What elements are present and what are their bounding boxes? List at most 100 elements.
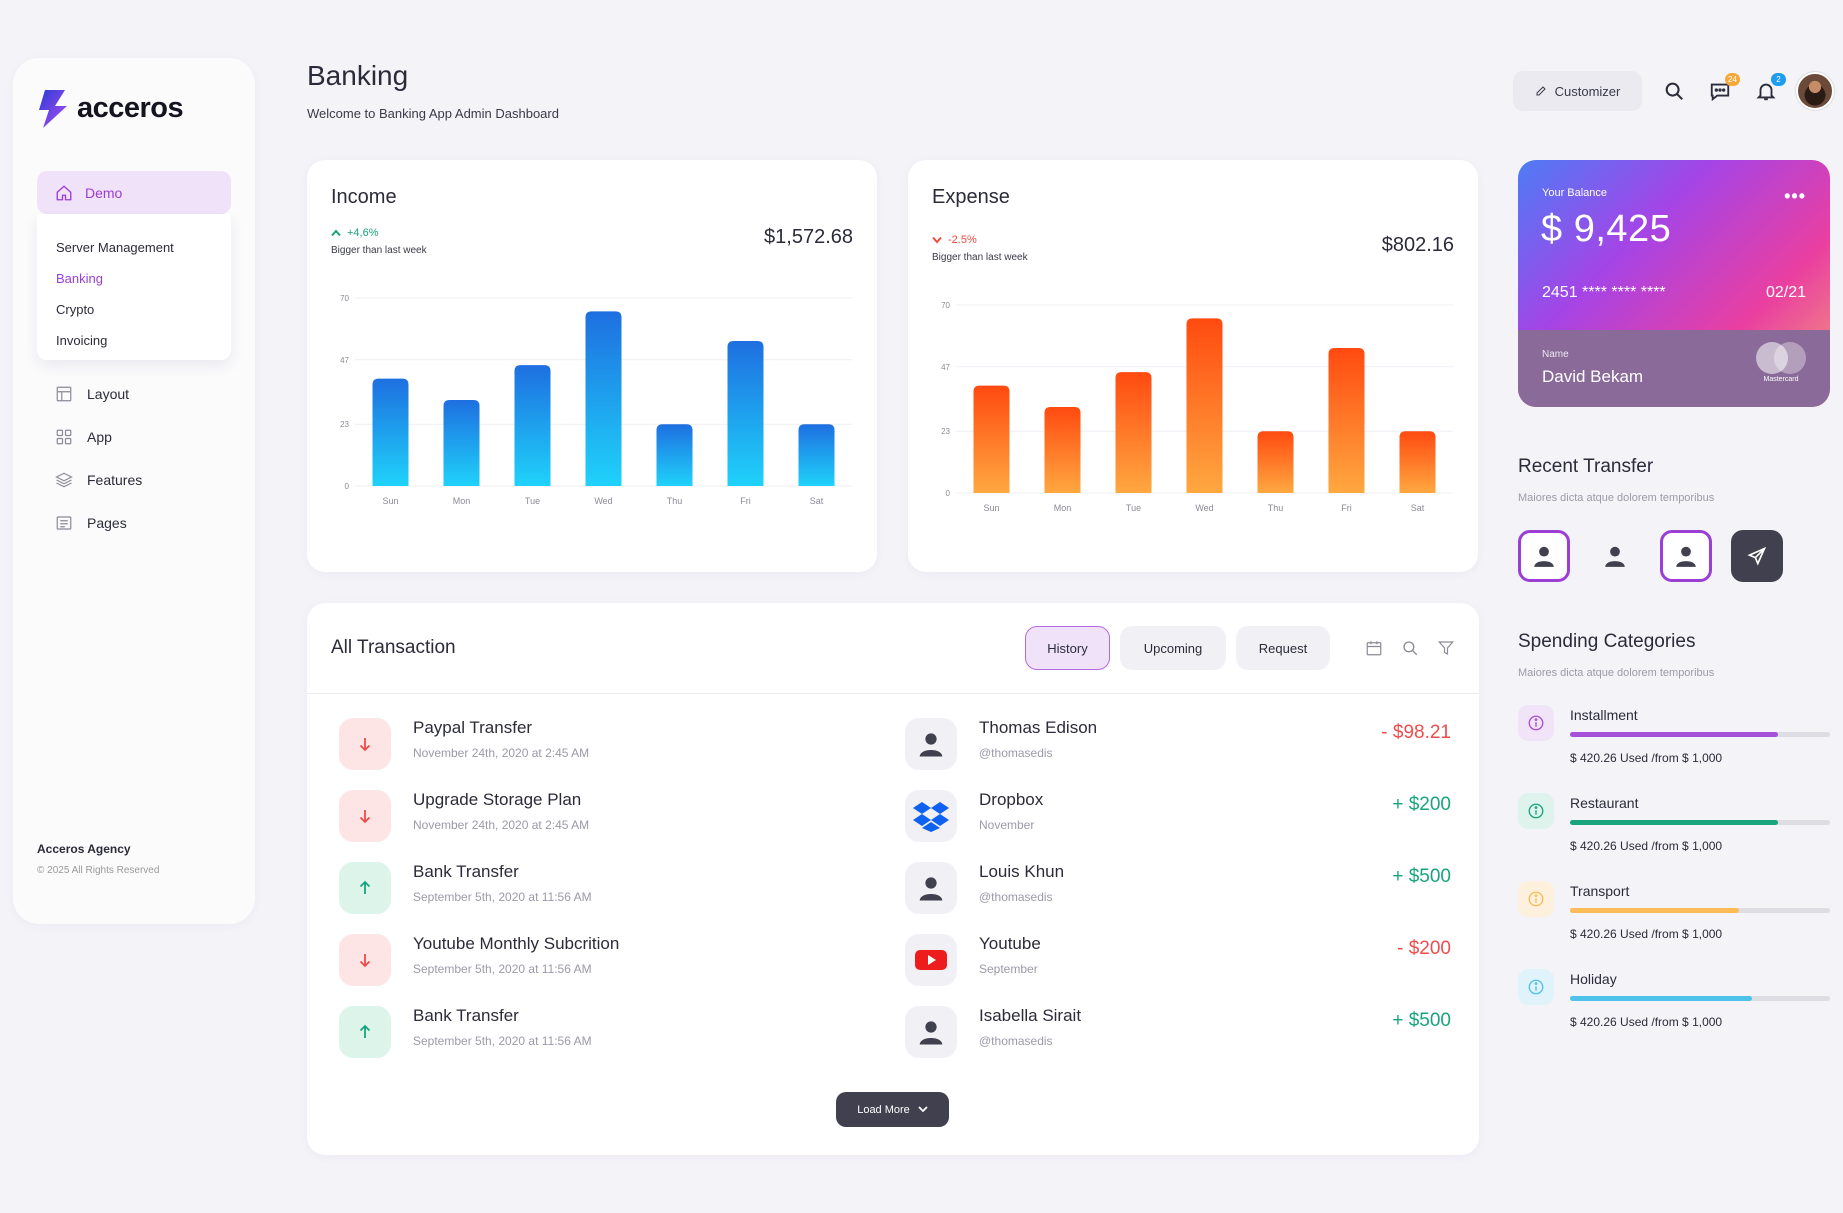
info-icon bbox=[1518, 705, 1554, 741]
income-bar-thu[interactable] bbox=[656, 424, 693, 486]
user-icon bbox=[1605, 546, 1625, 567]
income-bar-sun[interactable] bbox=[372, 378, 409, 486]
transaction-name: Louis Khun bbox=[979, 862, 1065, 881]
spending-item-restaurant[interactable]: Restaurant $ 420.26 Used /from $ 1,000 bbox=[1518, 793, 1830, 873]
spending-name: Transport bbox=[1570, 883, 1630, 899]
transaction-row[interactable]: Bank Transfer September 5th, 2020 at 11:… bbox=[339, 862, 839, 918]
brand-logo[interactable]: acceros bbox=[37, 88, 184, 128]
income-xtick-label: Wed bbox=[594, 496, 612, 506]
more-options-icon[interactable]: ••• bbox=[1784, 186, 1806, 206]
expense-ytick-label: 0 bbox=[946, 489, 951, 498]
income-change: +4,6% bbox=[331, 227, 379, 239]
chevron-up-icon bbox=[331, 229, 341, 237]
search-icon[interactable] bbox=[1401, 639, 1419, 657]
expense-ytick-label: 47 bbox=[941, 363, 950, 372]
transaction-name: Upgrade Storage Plan bbox=[413, 790, 582, 809]
expense-bar-fri[interactable] bbox=[1328, 347, 1365, 493]
transaction-amount: - $98.21 bbox=[1381, 722, 1451, 743]
calendar-icon[interactable] bbox=[1365, 639, 1383, 657]
transaction-row[interactable]: Youtube Monthly Subcrition September 5th… bbox=[339, 934, 839, 990]
expense-bar-thu[interactable] bbox=[1257, 431, 1294, 493]
expense-chart: 0 23 47 70 Sun Mon Tue Wed Thu Fri Sat bbox=[941, 301, 1453, 513]
arrow-down-icon bbox=[339, 934, 391, 986]
card-expiry: 02/21 bbox=[1765, 284, 1806, 301]
tab-request[interactable]: Request bbox=[1236, 626, 1330, 670]
transaction-row[interactable]: Louis Khun @thomasedis + $500 bbox=[905, 862, 1451, 918]
submenu-crypto[interactable]: Crypto bbox=[56, 302, 95, 317]
nav-demo[interactable]: Demo bbox=[37, 171, 231, 214]
income-sub: Bigger than last week bbox=[331, 245, 427, 256]
transaction-date: September 5th, 2020 at 11:56 AM bbox=[413, 962, 592, 976]
pencil-icon bbox=[1536, 86, 1546, 96]
spending-used: $ 420.26 Used /from $ 1,000 bbox=[1570, 751, 1723, 765]
expense-bar-wed[interactable] bbox=[1186, 318, 1223, 493]
transaction-handle: @thomasedis bbox=[979, 890, 1053, 904]
expense-ytick-label: 23 bbox=[941, 427, 950, 436]
income-bar-sat[interactable] bbox=[798, 424, 835, 486]
spending-used: $ 420.26 Used /from $ 1,000 bbox=[1570, 927, 1723, 941]
transaction-row[interactable]: Bank Transfer September 5th, 2020 at 11:… bbox=[339, 1006, 839, 1062]
tab-history[interactable]: History bbox=[1025, 626, 1110, 670]
nav-pages[interactable]: Pages bbox=[55, 501, 142, 544]
send-transfer-button[interactable] bbox=[1731, 530, 1783, 582]
user-icon bbox=[1534, 546, 1554, 567]
layers-icon bbox=[55, 472, 73, 487]
nav-list: Layout App Features Pages bbox=[55, 372, 142, 544]
income-bar-mon[interactable] bbox=[443, 400, 480, 486]
contact-avatar[interactable] bbox=[1589, 530, 1641, 582]
messages-button[interactable]: 24 bbox=[1706, 73, 1740, 105]
income-xtick-label: Fri bbox=[740, 496, 751, 506]
card-holder-name: David Bekam bbox=[1542, 367, 1644, 386]
contact-avatar[interactable] bbox=[1660, 530, 1712, 582]
expense-card: 0 23 47 70 Sun Mon Tue Wed Thu Fri Sat Expense -2.… bbox=[908, 160, 1478, 572]
submenu-server-management[interactable]: Server Management bbox=[56, 240, 174, 255]
spending-item-holiday[interactable]: Holiday $ 420.26 Used /from $ 1,000 bbox=[1518, 969, 1830, 1049]
spending-progress-fill bbox=[1570, 996, 1752, 1001]
transactions-divider bbox=[307, 693, 1479, 694]
customizer-button[interactable]: Customizer bbox=[1513, 71, 1642, 111]
transaction-row[interactable]: Upgrade Storage Plan November 24th, 2020… bbox=[339, 790, 839, 846]
nav-features[interactable]: Features bbox=[55, 458, 142, 501]
filter-icon[interactable] bbox=[1437, 639, 1455, 657]
tab-upcoming[interactable]: Upcoming bbox=[1120, 626, 1226, 670]
footer-company: Acceros Agency bbox=[37, 842, 131, 856]
transaction-row[interactable]: Paypal Transfer November 24th, 2020 at 2… bbox=[339, 718, 839, 774]
page-title: Banking bbox=[307, 60, 409, 91]
income-bar-wed[interactable] bbox=[585, 311, 622, 486]
expense-bar-mon[interactable] bbox=[1044, 407, 1081, 493]
transaction-row[interactable]: Dropbox November + $200 bbox=[905, 790, 1451, 846]
expense-xtick-label: Sat bbox=[1411, 503, 1425, 513]
contact-avatar[interactable] bbox=[1518, 530, 1570, 582]
user-avatar[interactable] bbox=[1796, 72, 1834, 110]
footer-copyright: © 2025 All Rights Reserved bbox=[37, 865, 160, 876]
expense-bar-sat[interactable] bbox=[1399, 431, 1436, 493]
income-amount: $1,572.68 bbox=[764, 226, 853, 248]
expense-xtick-label: Tue bbox=[1126, 503, 1141, 513]
expense-change-value: -2.5% bbox=[948, 234, 977, 246]
search-button[interactable] bbox=[1660, 77, 1688, 105]
income-bar-fri[interactable] bbox=[727, 340, 764, 486]
submenu-invoicing[interactable]: Invoicing bbox=[56, 333, 108, 348]
income-bar-tue[interactable] bbox=[514, 365, 551, 486]
nav-app[interactable]: App bbox=[55, 415, 142, 458]
balance-card[interactable]: Your Balance $ 9,425 ••• 2451 **** **** … bbox=[1518, 160, 1830, 407]
transaction-row[interactable]: Youtube September - $200 bbox=[905, 934, 1451, 990]
spending-item-installment[interactable]: Installment $ 420.26 Used /from $ 1,000 bbox=[1518, 705, 1830, 785]
spending-progress-fill bbox=[1570, 732, 1778, 737]
notifications-button[interactable]: 2 bbox=[1752, 73, 1786, 105]
submenu-banking[interactable]: Banking bbox=[56, 271, 103, 286]
income-ytick-label: 70 bbox=[340, 294, 349, 303]
nav-layout[interactable]: Layout bbox=[55, 372, 142, 415]
transaction-date: November 24th, 2020 at 2:45 AM bbox=[413, 818, 590, 832]
expense-bar-sun[interactable] bbox=[973, 385, 1010, 493]
spending-item-transport[interactable]: Transport $ 420.26 Used /from $ 1,000 bbox=[1518, 881, 1830, 961]
transaction-row[interactable]: Isabella Sirait @thomasedis + $500 bbox=[905, 1006, 1451, 1062]
transaction-row[interactable]: Thomas Edison @thomasedis - $98.21 bbox=[905, 718, 1451, 774]
arrow-up-icon bbox=[339, 1006, 391, 1058]
brand-name: acceros bbox=[77, 91, 184, 124]
bell-icon bbox=[1756, 83, 1776, 101]
pages-icon bbox=[56, 515, 72, 530]
transaction-name: Youtube Monthly Subcrition bbox=[413, 934, 620, 953]
load-more-button[interactable]: Load More bbox=[836, 1092, 949, 1127]
expense-bar-tue[interactable] bbox=[1115, 372, 1152, 493]
